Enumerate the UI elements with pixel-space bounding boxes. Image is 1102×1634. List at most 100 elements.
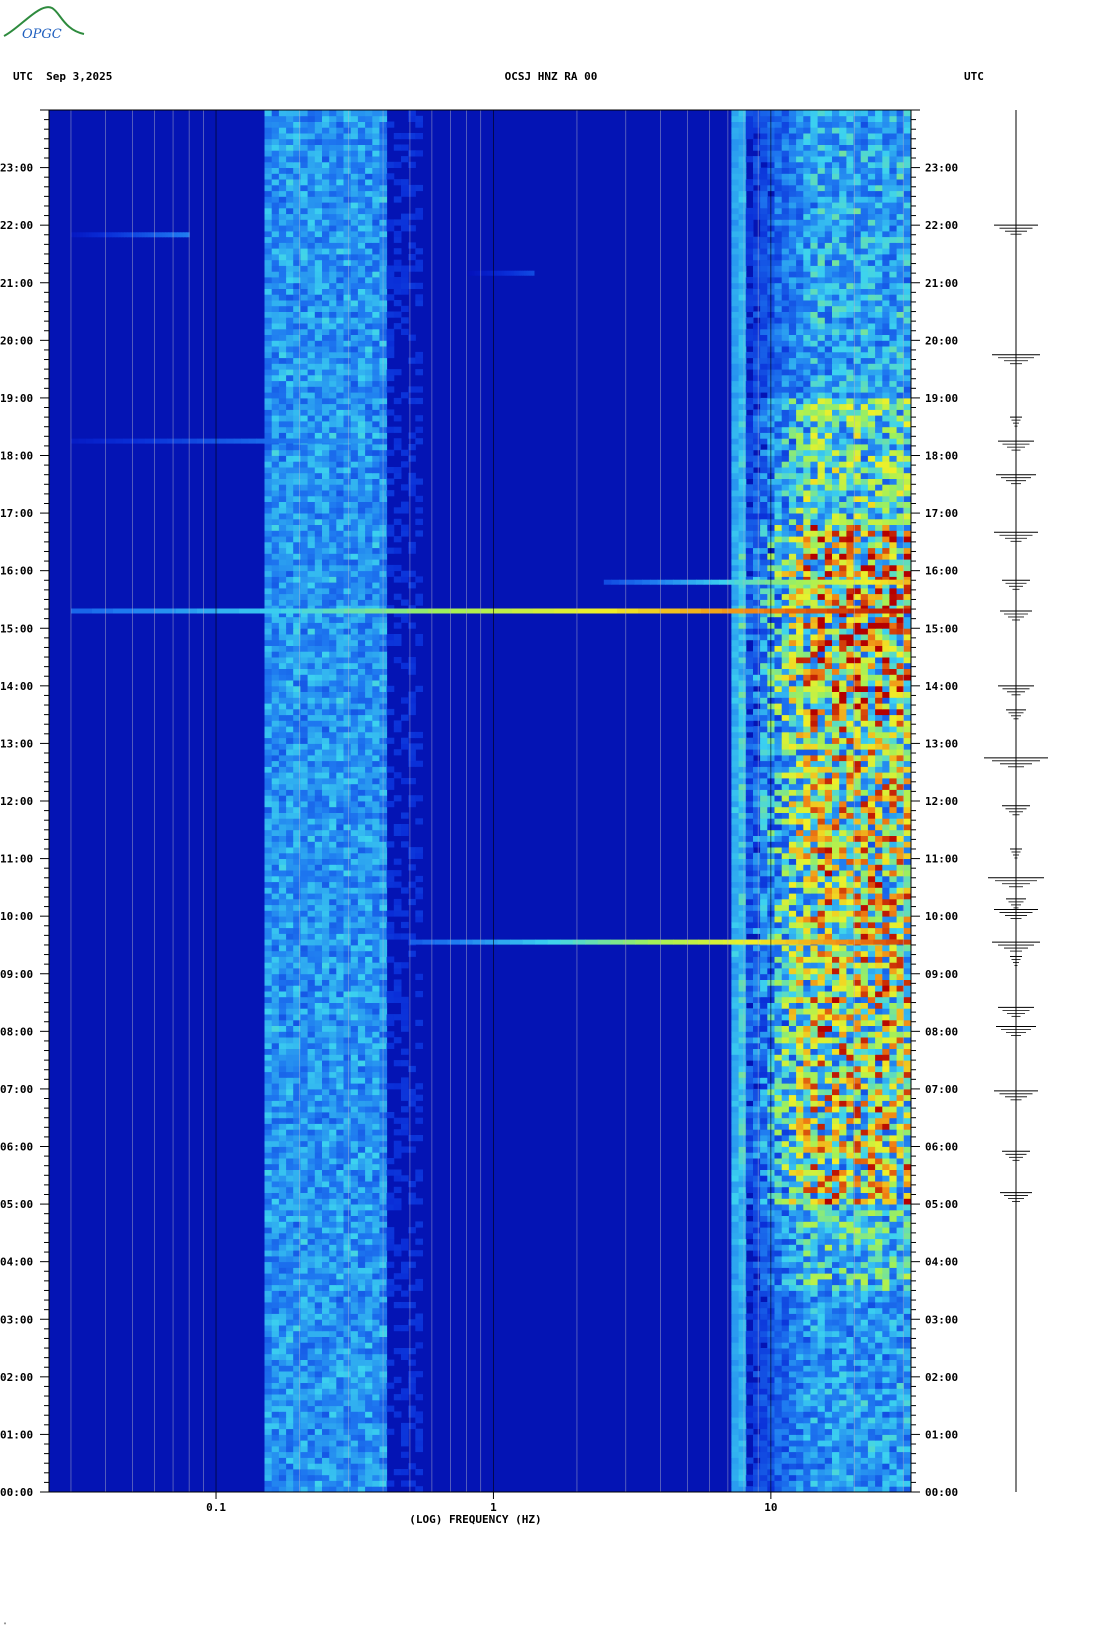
heatmap-cell [351, 1325, 359, 1331]
heatmap-cell [875, 905, 883, 911]
heatmap-cell [861, 1054, 869, 1060]
heatmap-cell [351, 928, 359, 934]
heatmap-cell [286, 1400, 294, 1406]
heatmap-cell [308, 1060, 316, 1066]
heatmap-cell [279, 933, 287, 939]
heatmap-cell [739, 864, 747, 870]
heatmap-cell [272, 1429, 280, 1435]
heatmap-cell [846, 951, 854, 957]
heatmap-cell [365, 1429, 373, 1435]
heatmap-cell [372, 1026, 380, 1032]
heatmap-cell [300, 922, 308, 928]
heatmap-cell [782, 1054, 790, 1060]
heatmap-cell [365, 1423, 373, 1429]
heatmap-cell [394, 1118, 402, 1124]
heatmap-cell [825, 1072, 833, 1078]
heatmap-cell [846, 1377, 854, 1383]
heatmap-cell [796, 893, 804, 899]
heatmap-cell [731, 1152, 739, 1158]
heatmap-cell [810, 1342, 818, 1348]
heatmap-cell [358, 1216, 366, 1222]
heatmap-cell [322, 928, 330, 934]
heatmap-cell [796, 1152, 804, 1158]
heatmap-cell [832, 1077, 840, 1083]
heatmap-cell [387, 1227, 395, 1233]
heatmap-cell [789, 1267, 797, 1273]
heatmap-cell [796, 1458, 804, 1464]
heatmap-cell [322, 1354, 330, 1360]
heatmap-cell [796, 916, 804, 922]
heatmap-cell [329, 1400, 337, 1406]
heatmap-cell [904, 1388, 912, 1394]
heatmap-cell [904, 1187, 912, 1193]
heatmap-cell [731, 1106, 739, 1112]
heatmap-cell [868, 1262, 876, 1268]
heatmap-cell [731, 1187, 739, 1193]
heatmap-cell [796, 1388, 804, 1394]
heatmap-cell [344, 1446, 352, 1452]
heatmap-cell [875, 1072, 883, 1078]
heatmap-cell [358, 1388, 366, 1394]
heatmap-cell [372, 1216, 380, 1222]
heatmap-cell [846, 1227, 854, 1233]
heatmap-cell [753, 1434, 761, 1440]
heatmap-cell [286, 1481, 294, 1487]
heatmap-cell [789, 1469, 797, 1475]
heatmap-cell [760, 1360, 768, 1366]
heatmap-cell [839, 1227, 847, 1233]
heatmap-cell [300, 1475, 308, 1481]
heatmap-cell [825, 980, 833, 986]
heatmap-cell [882, 1273, 890, 1279]
heatmap-cell [300, 1187, 308, 1193]
heatmap-cell [782, 985, 790, 991]
heatmap-cell [351, 916, 359, 922]
heatmap-cell [810, 1302, 818, 1308]
heatmap-cell [782, 1083, 790, 1089]
heatmap-cell [832, 1383, 840, 1389]
heatmap-cell [372, 864, 380, 870]
heatmap-cell [272, 1158, 280, 1164]
heatmap-cell [839, 1377, 847, 1383]
heatmap-cell [336, 945, 344, 951]
heatmap-cell [760, 1089, 768, 1095]
heatmap-cell [810, 1014, 818, 1020]
heatmap-cell [739, 945, 747, 951]
heatmap-cell [868, 1302, 876, 1308]
heatmap-cell [796, 1031, 804, 1037]
heatmap-cell [336, 1302, 344, 1308]
heatmap-cell [322, 1129, 330, 1135]
heatmap-cell [868, 859, 876, 865]
heatmap-cell [839, 1152, 847, 1158]
heatmap-cell [265, 968, 273, 974]
heatmap-cell [415, 1135, 423, 1141]
heatmap-cell [372, 899, 380, 905]
heatmap-cell [825, 1296, 833, 1302]
heatmap-cell [408, 1227, 416, 1233]
heatmap-cell [387, 1233, 395, 1239]
heatmap-cell [286, 968, 294, 974]
heatmap-cell [329, 1452, 337, 1458]
heatmap-cell [279, 962, 287, 968]
heatmap-cell [279, 957, 287, 963]
heatmap-cell [746, 1227, 754, 1233]
heatmap-cell [365, 1054, 373, 1060]
heatmap-cell [861, 1463, 869, 1469]
heatmap-cell [846, 1337, 854, 1343]
heatmap-cell [775, 1417, 783, 1423]
heatmap-cell [351, 951, 359, 957]
heatmap-cell [344, 876, 352, 882]
heatmap-cell [344, 1227, 352, 1233]
heatmap-cell [789, 1003, 797, 1009]
heatmap-cell [329, 1181, 337, 1187]
heatmap-cell [753, 980, 761, 986]
heatmap-cell [315, 1077, 323, 1083]
heatmap-cell [315, 1124, 323, 1130]
heatmap-cell [731, 1486, 739, 1492]
heatmap-cell [265, 1147, 273, 1153]
heatmap-cell [415, 1325, 423, 1331]
heatmap-cell [846, 1291, 854, 1297]
heatmap-cell [832, 980, 840, 986]
heatmap-cell [832, 1095, 840, 1101]
heatmap-cell [846, 1181, 854, 1187]
heatmap-cell [832, 1458, 840, 1464]
